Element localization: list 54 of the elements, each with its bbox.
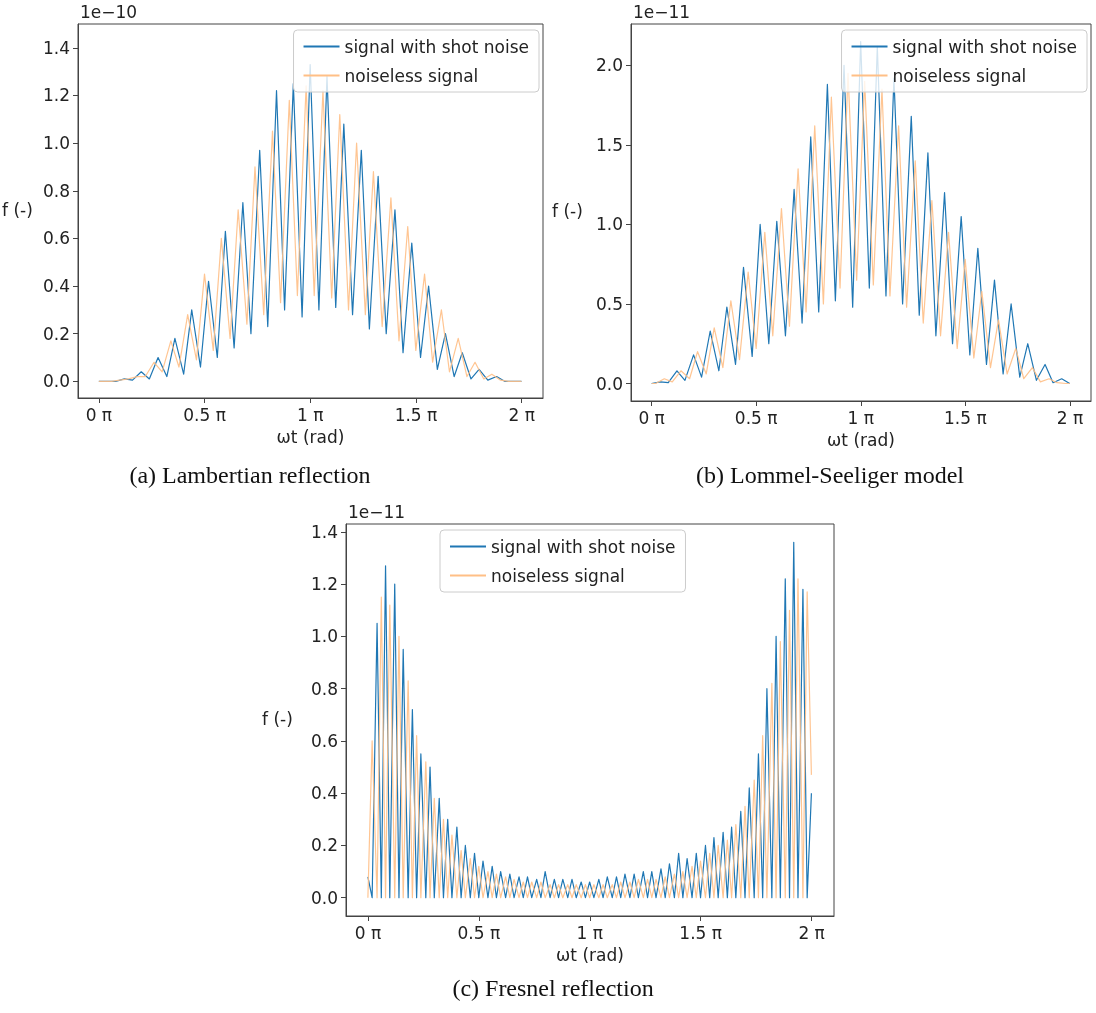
y-tick-label: 0.5: [595, 293, 623, 314]
y-tick-label: 1.2: [42, 85, 70, 106]
x-tick-label: 1.5 π: [394, 404, 438, 425]
y-tick-label: 1.4: [310, 521, 338, 542]
text: 1e−11: [348, 502, 406, 522]
x-tick-label: 2 π: [798, 922, 825, 943]
x-tick-label: 0.5 π: [734, 407, 778, 428]
x-tick-label: 0 π: [638, 407, 665, 428]
x-tick-label: 0.5 π: [183, 404, 226, 425]
y-tick-label: 1.2: [310, 574, 338, 595]
x-axis-title: ωt (rad): [276, 426, 345, 447]
y-axis-title: f (-): [262, 708, 293, 729]
legend-label: signal with shot noise: [344, 36, 530, 57]
x-axis-title: ωt (rad): [556, 944, 624, 965]
y-tick-label: 0.6: [310, 730, 338, 751]
y-axis-title: f (-): [2, 199, 33, 220]
x-tick-label: 2 π: [508, 404, 535, 425]
text: 1e−10: [80, 2, 138, 22]
y-tick-label: 1.4: [42, 37, 70, 58]
y-tick-label: 1.0: [42, 133, 70, 154]
y-tick-label: 0.4: [42, 276, 70, 297]
text: (c) Fresnel reflection: [452, 975, 654, 1001]
y-tick-label: 1.5: [595, 134, 623, 155]
y-tick-label: 0.2: [42, 323, 70, 344]
y-tick-label: 0.8: [42, 180, 70, 201]
y-tick-label: 0.6: [42, 228, 70, 249]
y-tick-label: 0.0: [42, 371, 70, 392]
text: (b) Lommel-Seeliger model: [696, 462, 965, 488]
x-tick-label: 2 π: [1056, 407, 1084, 428]
y-tick-label: 0.8: [310, 678, 338, 699]
x-tick-label: 0 π: [85, 404, 113, 425]
text: (a) Lambertian reflection: [129, 462, 371, 488]
y-axis-title: f (-): [552, 201, 583, 221]
y-tick-label: 0.4: [310, 783, 338, 804]
y-tick-label: 0.0: [310, 887, 338, 908]
x-tick-label: 1 π: [297, 404, 324, 425]
legend-label: signal with shot noise: [892, 36, 1078, 57]
x-tick-label: 1 π: [576, 922, 603, 943]
x-tick-label: 0.5 π: [457, 922, 501, 943]
legend-label: noiseless signal: [344, 65, 479, 86]
x-tick-label: 1.5 π: [679, 922, 723, 943]
legend-label: signal with shot noise: [491, 536, 676, 557]
x-tick-label: 0 π: [354, 922, 382, 943]
y-tick-label: 1.0: [595, 214, 623, 235]
y-tick-label: 2.0: [595, 55, 623, 76]
x-tick-label: 1.5 π: [944, 407, 987, 428]
x-tick-label: 1 π: [847, 407, 875, 428]
y-tick-label: 0.2: [310, 835, 338, 856]
x-axis-title: ωt (rad): [827, 429, 895, 450]
legend-label: noiseless signal: [892, 65, 1027, 86]
text: 1e−11: [633, 2, 691, 22]
legend-label: noiseless signal: [491, 565, 625, 586]
y-tick-label: 1.0: [310, 626, 338, 647]
y-tick-label: 0.0: [595, 373, 623, 394]
